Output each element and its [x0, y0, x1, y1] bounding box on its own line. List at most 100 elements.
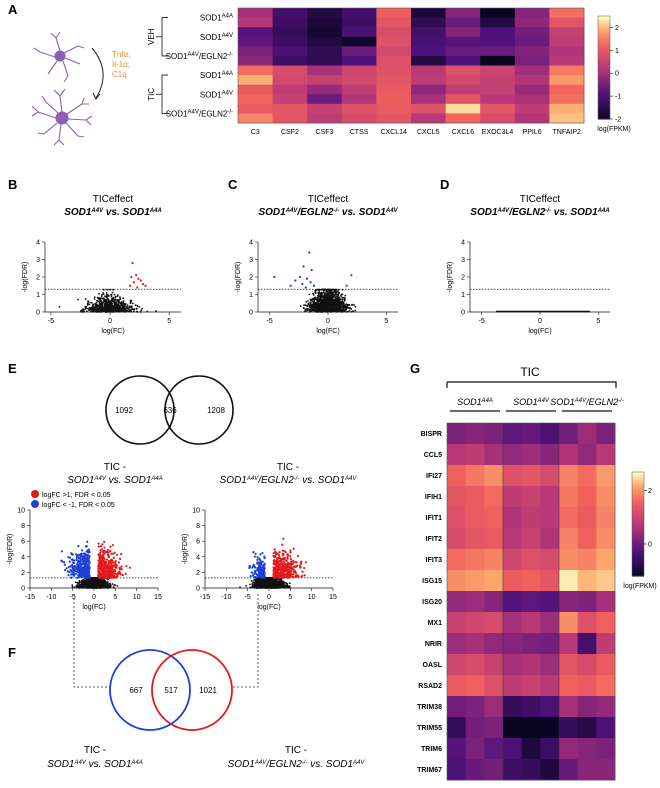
- heatmap-a-cell: [514, 84, 550, 95]
- heatmap-a-col-label: CXCL6: [452, 129, 475, 136]
- data-point: [106, 295, 109, 298]
- heatmap-a-cell: [238, 55, 273, 66]
- heatmap-a-cell: [341, 75, 377, 86]
- heatmap-a-cell: [272, 55, 308, 66]
- data-point: [140, 309, 143, 312]
- data-point: [304, 308, 307, 311]
- data-point: [107, 578, 110, 581]
- data-point: [98, 292, 100, 295]
- data-point: [94, 308, 97, 311]
- data-point-down: [68, 570, 71, 574]
- colorbar-a-segment: [598, 111, 610, 115]
- colorbar-a-segment: [598, 88, 610, 92]
- data-point-down: [80, 553, 83, 556]
- data-point-down: [88, 573, 91, 577]
- data-point: [113, 293, 116, 296]
- colorbar-a-segment: [598, 72, 610, 76]
- colorbar-a-frame: [597, 15, 611, 120]
- heatmap-a-cell: [307, 27, 343, 38]
- heatmap-a-cell: [514, 36, 550, 47]
- data-point-down: [302, 265, 305, 268]
- data-point: [92, 577, 95, 579]
- data-point: [95, 578, 98, 581]
- heatmap-a-cell: [549, 113, 585, 124]
- data-point: [105, 298, 107, 301]
- data-point: [114, 584, 117, 586]
- data-point-up: [137, 277, 140, 280]
- data-point: [71, 584, 74, 587]
- cytokine-tnfa: Tnfα;: [112, 50, 130, 59]
- x-tick-label: 15: [154, 594, 162, 601]
- colorbar-a-segment: [598, 90, 610, 94]
- data-point: [100, 580, 103, 583]
- data-point-up: [117, 561, 121, 564]
- data-point-up: [114, 573, 118, 576]
- data-point: [117, 308, 120, 311]
- colorbar-a-segment: [598, 26, 610, 30]
- x-tick-label: 15: [329, 594, 337, 601]
- data-point: [331, 305, 334, 308]
- data-point: [338, 302, 341, 305]
- data-point: [128, 306, 131, 309]
- heatmap-a-cell: [376, 94, 412, 105]
- colorbar-a-segment: [598, 93, 610, 97]
- data-point: [339, 307, 341, 309]
- data-point: [96, 583, 98, 585]
- data-point: [320, 301, 323, 304]
- data-point-up: [99, 566, 102, 569]
- data-point: [333, 291, 336, 294]
- heatmap-a-col-label: CSF2: [281, 129, 299, 136]
- heatmap-a-cell: [480, 27, 516, 38]
- x-tick-label: -15: [200, 594, 210, 601]
- volcano-subtitle: SOD1A4V/EGLN2-/- vs. SOD1A4A: [470, 207, 609, 218]
- data-point: [101, 308, 104, 311]
- data-point: [339, 304, 342, 306]
- data-point: [312, 292, 314, 295]
- data-point-down: [60, 550, 63, 553]
- data-point: [336, 290, 339, 293]
- heatmap-a-cell: [549, 46, 585, 57]
- data-point-up: [115, 576, 118, 579]
- data-point: [101, 302, 104, 305]
- heatmap-a-col-label: CSF3: [316, 129, 334, 136]
- data-point-down: [79, 574, 82, 577]
- data-point: [81, 310, 84, 313]
- data-point-down: [62, 561, 66, 564]
- data-point: [71, 585, 74, 588]
- heatmap-a-cell: [376, 46, 412, 57]
- data-point: [98, 580, 101, 583]
- data-point-up: [112, 574, 116, 578]
- data-point-down: [77, 574, 80, 577]
- data-point-down: [74, 566, 77, 569]
- data-point: [333, 308, 336, 311]
- data-point: [97, 579, 99, 582]
- heatmap-a-cell: [411, 46, 446, 57]
- heatmap-a-cell: [411, 75, 446, 86]
- data-point: [116, 309, 119, 312]
- data-point-up: [99, 575, 103, 578]
- data-point: [332, 288, 335, 291]
- data-point-up: [109, 545, 112, 548]
- data-point: [141, 307, 144, 310]
- data-point: [341, 298, 344, 301]
- heatmap-a-cell: [549, 84, 585, 95]
- colorbar-a-segment: [598, 34, 610, 38]
- data-point: [319, 295, 322, 297]
- colorbar-a-segment: [598, 57, 610, 61]
- data-point-down: [308, 251, 311, 254]
- data-point: [345, 311, 348, 313]
- data-point-down: [86, 554, 89, 557]
- data-point: [84, 582, 87, 584]
- data-point-up: [128, 566, 132, 569]
- y-tick-label: 0: [36, 310, 40, 317]
- data-point: [100, 295, 103, 298]
- data-point-up: [106, 553, 110, 556]
- data-point: [86, 583, 89, 586]
- data-point: [331, 291, 334, 294]
- data-point-up: [117, 572, 121, 575]
- data-point: [93, 306, 95, 309]
- data-point-up: [100, 562, 103, 565]
- data-point-up: [106, 548, 109, 552]
- data-point: [95, 301, 98, 304]
